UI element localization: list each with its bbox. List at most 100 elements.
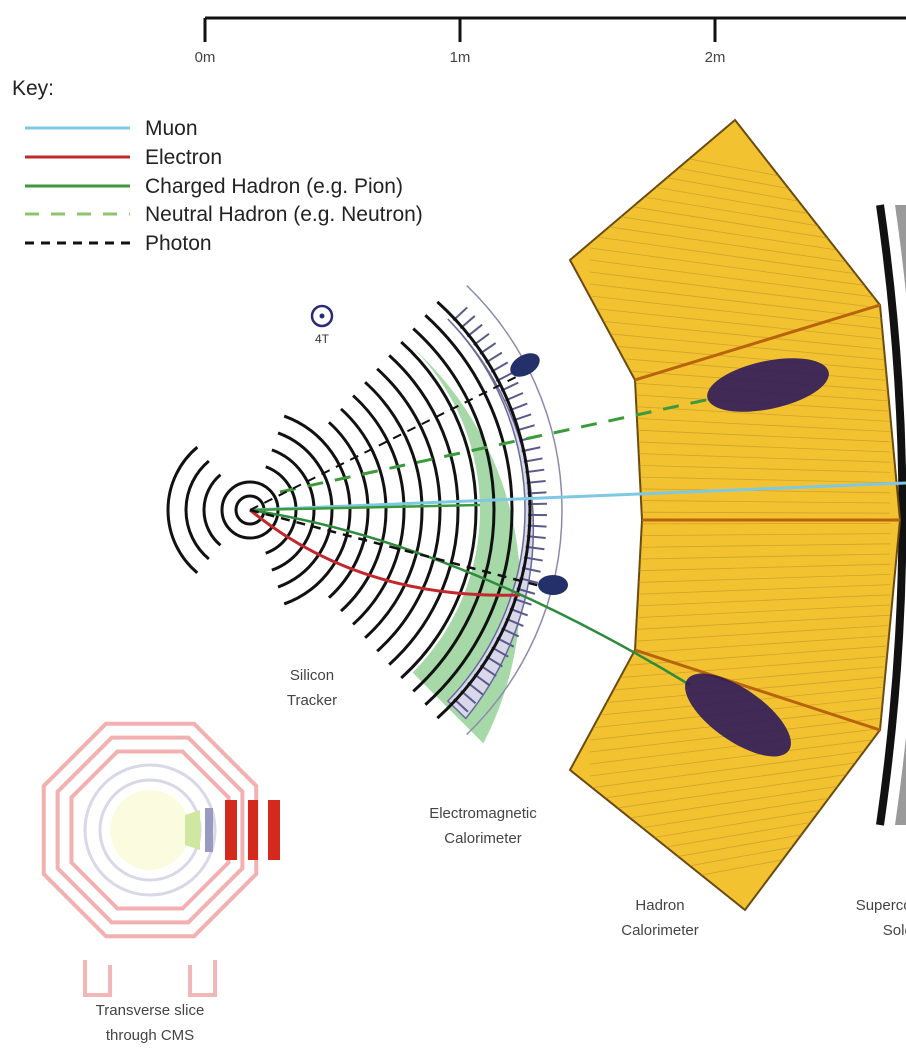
mini-ring bbox=[69, 749, 231, 911]
hcal bbox=[568, 118, 902, 912]
hcal-stripe bbox=[589, 584, 891, 597]
hcal-stripe bbox=[589, 439, 891, 453]
hcal-stripe bbox=[589, 223, 891, 269]
field-label: 4T bbox=[315, 332, 330, 346]
field-circle bbox=[310, 304, 334, 328]
tracker-layer bbox=[376, 367, 442, 653]
hcal-divider bbox=[634, 648, 881, 732]
hcal-label: Hadron bbox=[635, 897, 684, 914]
hcal-stripe bbox=[589, 625, 891, 645]
hcal-stripe bbox=[589, 747, 891, 789]
tracker-layer bbox=[388, 354, 460, 666]
key-item: Photon bbox=[145, 232, 212, 255]
key-title: Key: bbox=[12, 77, 54, 100]
hcal-stripe bbox=[589, 319, 891, 351]
tracker-label: Silicon bbox=[290, 667, 334, 684]
hcal-stripe bbox=[589, 614, 891, 633]
key-item: Charged Hadron (e.g. Pion) bbox=[145, 175, 403, 198]
hcal-deposit bbox=[707, 358, 829, 412]
mini-ring bbox=[83, 763, 217, 897]
mini-wedge bbox=[248, 800, 258, 860]
tracker-layer bbox=[271, 448, 316, 572]
hcal-label: Calorimeter bbox=[621, 922, 699, 939]
hcal-stripe bbox=[589, 645, 891, 669]
hcal-stripe bbox=[589, 463, 891, 473]
hcal-stripe bbox=[589, 737, 891, 777]
solenoid-label: Solenoid bbox=[883, 922, 906, 939]
hcal-stripe bbox=[589, 665, 891, 693]
hcal-stripe bbox=[589, 415, 891, 432]
hcal-stripe bbox=[589, 655, 891, 681]
mini-slice bbox=[41, 721, 280, 997]
mini-core bbox=[110, 790, 190, 870]
hadron-track bbox=[249, 508, 691, 687]
ecal-outline bbox=[466, 285, 563, 735]
hcal-stripe bbox=[589, 594, 891, 609]
tracker-layer bbox=[327, 421, 370, 599]
hcal-stripe bbox=[589, 355, 891, 381]
neutral-track bbox=[279, 396, 716, 494]
hcal-stripe bbox=[589, 427, 891, 443]
tracker-layer bbox=[400, 340, 478, 680]
slice-label: Transverse slice bbox=[96, 1002, 205, 1019]
hcal-deposit bbox=[685, 673, 791, 757]
hcal-stripe bbox=[589, 283, 891, 320]
hcal-stripe bbox=[589, 757, 891, 801]
scale-label: 0m bbox=[195, 49, 216, 66]
tracker-layer bbox=[202, 473, 222, 547]
hcal-stripe bbox=[589, 451, 891, 463]
hcal-stripe bbox=[589, 403, 891, 422]
slice-label: through CMS bbox=[106, 1027, 194, 1044]
mini-wedge bbox=[268, 800, 280, 860]
tracker-layer bbox=[283, 414, 352, 606]
tracks bbox=[249, 369, 906, 687]
tracker-layer bbox=[277, 431, 334, 589]
hcal-stripe bbox=[589, 343, 891, 371]
key-item: Electron bbox=[145, 146, 222, 169]
deposits bbox=[510, 353, 829, 757]
tracker-layer bbox=[339, 407, 388, 613]
hcal-stripe bbox=[589, 475, 891, 483]
tracker-layer bbox=[184, 459, 210, 561]
ecal-label: Calorimeter bbox=[444, 830, 522, 847]
ecal-label: Electromagnetic bbox=[429, 805, 537, 822]
tracker-layer bbox=[352, 394, 406, 626]
solenoid bbox=[895, 205, 906, 825]
tracker-layer bbox=[412, 327, 496, 693]
photon-track bbox=[249, 508, 549, 590]
hcal-stripe bbox=[589, 553, 891, 561]
hcal-stripe bbox=[589, 247, 891, 290]
hcal-stripe bbox=[589, 604, 891, 621]
tracker-layer bbox=[436, 300, 532, 720]
scale-bar: 0m 1m 2m bbox=[195, 16, 906, 66]
hcal-body bbox=[568, 118, 902, 912]
scale-label: 1m bbox=[450, 49, 471, 66]
hadron-track bbox=[249, 503, 481, 512]
mini-wedge bbox=[205, 808, 213, 852]
solenoid-edge bbox=[876, 204, 906, 826]
mini-wedge bbox=[225, 800, 237, 860]
tracker bbox=[166, 300, 532, 720]
labels: Silicon Tracker Electromagnetic Calorime… bbox=[96, 667, 906, 1044]
tracker-label: Tracker bbox=[287, 692, 337, 709]
field-symbol: 4T bbox=[310, 304, 334, 346]
ecal-deposit bbox=[538, 575, 568, 595]
photon-track bbox=[249, 369, 531, 511]
hcal-stripe bbox=[589, 235, 891, 279]
hcal-stripe bbox=[589, 331, 891, 361]
hcal-stripe bbox=[589, 295, 891, 330]
ecal-deposit bbox=[510, 353, 540, 377]
electron-track bbox=[249, 508, 521, 597]
key-item: Muon bbox=[145, 117, 198, 140]
scale-label: 2m bbox=[705, 49, 726, 66]
hcal-divider bbox=[634, 303, 881, 382]
muon-track bbox=[249, 481, 906, 512]
tracker-layer bbox=[166, 446, 199, 574]
hcal-stripe bbox=[589, 563, 891, 573]
mini-ring bbox=[41, 721, 259, 939]
key-item: Neutral Hadron (e.g. Neutron) bbox=[145, 203, 423, 226]
hcal-stripe bbox=[589, 259, 891, 300]
mini-wedge bbox=[185, 810, 200, 850]
